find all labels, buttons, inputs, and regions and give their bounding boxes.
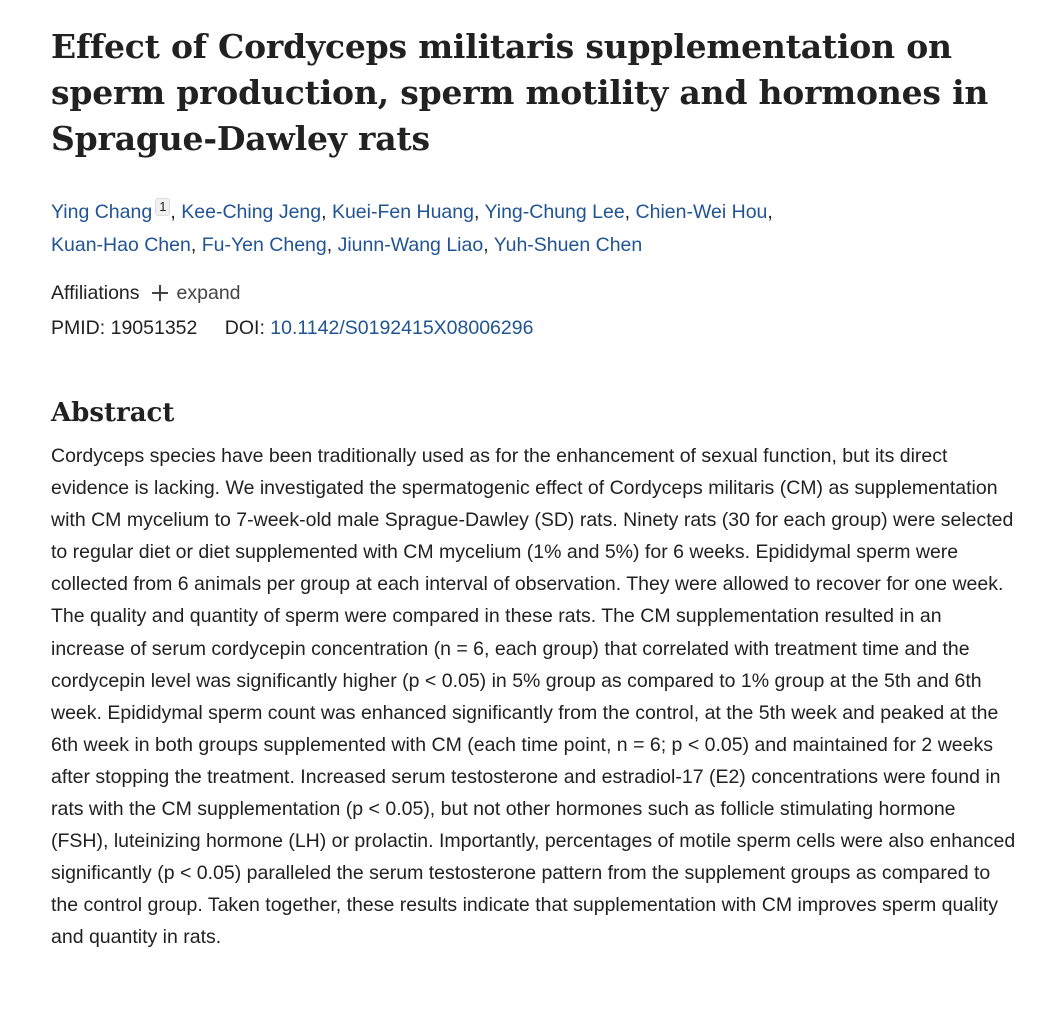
article: Effect of Cordyceps militaris supplement… — [51, 24, 1015, 954]
author-link[interactable]: Chien-Wei Hou — [635, 201, 768, 223]
doi-link[interactable]: 10.1142/S0192415X08006296 — [270, 317, 534, 339]
authors-list: Ying Chang 1, Kee-Ching Jeng, Kuei-Fen Hu… — [51, 196, 891, 262]
abstract-text: Cordyceps species have been traditionall… — [51, 445, 1016, 949]
author-link[interactable]: Kuei-Fen Huang — [331, 201, 474, 223]
plus-icon — [151, 285, 168, 301]
article-title: Effect of Cordyceps militaris supplement… — [51, 27, 989, 158]
pmid-value: 19051352 — [110, 317, 198, 339]
author-separator: , — [473, 201, 485, 223]
doi-label: DOI: — [224, 317, 265, 339]
pmid-label: PMID: — [51, 317, 106, 339]
author-link[interactable]: Kee-Ching Jeng — [181, 201, 322, 223]
affiliations-expand-button[interactable]: expand — [151, 278, 241, 308]
author-separator: , — [170, 201, 182, 223]
affiliation-marker[interactable]: 1 — [155, 198, 171, 216]
author-separator: , — [190, 234, 202, 256]
affiliations-row: Affiliations expand — [51, 278, 1011, 308]
author-link[interactable]: Ying-Chung Lee — [484, 201, 625, 223]
author-separator: , — [624, 201, 636, 223]
expand-label: expand — [176, 282, 241, 304]
author-link[interactable]: Fu-Yen Cheng — [201, 234, 327, 256]
author-separator: , — [483, 234, 494, 256]
author-link[interactable]: Jiunn-Wang Liao — [337, 234, 484, 256]
author-link[interactable]: Yuh-Shuen Chen — [493, 234, 643, 256]
author-separator: , — [767, 201, 773, 223]
author-link[interactable]: Ying Chang — [51, 201, 153, 223]
abstract-heading: Abstract — [51, 398, 175, 428]
affiliations-label: Affiliations — [51, 282, 140, 304]
article-identifiers: PMID: 19051352 DOI: 10.1142/S0192415X080… — [51, 313, 1011, 343]
author-link[interactable]: Kuan-Hao Chen — [51, 234, 191, 256]
author-separator: , — [326, 234, 338, 256]
author-separator: , — [321, 201, 332, 223]
